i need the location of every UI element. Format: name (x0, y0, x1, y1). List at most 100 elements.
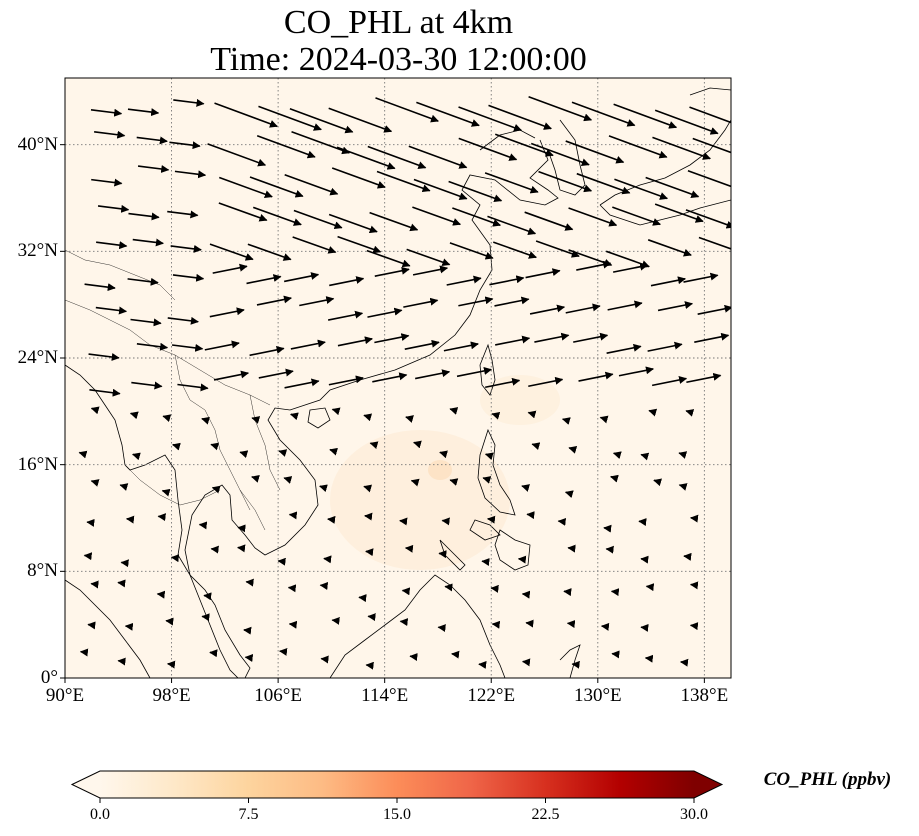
wind-arrow (367, 145, 427, 170)
lon-tick-marks (64, 678, 705, 683)
wind-arrow (494, 133, 554, 157)
wind-arrow (618, 366, 654, 377)
wind-arrow (336, 146, 396, 170)
wind-arrow (614, 178, 668, 200)
wind-arrow (172, 273, 205, 282)
wind-arrow (685, 209, 731, 229)
wind-arrow (170, 244, 202, 253)
wind-arrow (490, 584, 499, 593)
colorbar-tick-label: 7.5 (238, 806, 259, 823)
lat-tick-label: 24°N (17, 347, 58, 368)
wind-arrow (449, 478, 459, 486)
wind-arrow (156, 590, 166, 599)
wind-arrow (406, 248, 451, 267)
wind-arrow (376, 170, 431, 193)
wind-arrow (124, 622, 134, 631)
wind-arrow (366, 249, 411, 268)
wind-arrow (209, 307, 245, 318)
wind-arrow (698, 236, 731, 250)
wind-arrow (567, 544, 576, 553)
wind-arrow (576, 172, 631, 195)
wind-arrow (284, 378, 320, 389)
wind-arrow (484, 452, 494, 461)
wind-arrow (211, 485, 221, 494)
colorbar-tick-label: 15.0 (383, 806, 411, 823)
wind-arrow (299, 296, 335, 307)
wind-arrow (162, 414, 172, 423)
wind-arrow (482, 476, 492, 484)
colorbar-tick-label: 0.0 (90, 806, 110, 823)
wind-arrow (638, 518, 647, 527)
wind-arrow (404, 339, 440, 350)
wind-arrow (212, 263, 248, 274)
coastline-japan (599, 119, 731, 226)
wind-arrow (90, 479, 100, 487)
wind-arrow (399, 618, 409, 627)
wind-arrow (527, 410, 537, 419)
wind-arrow (329, 447, 339, 456)
wind-arrow (174, 170, 207, 179)
coastline-borneo (329, 574, 506, 678)
wind-arrow (323, 555, 332, 564)
wind-arrow (478, 660, 487, 669)
wind-arrow (84, 283, 116, 292)
wind-arrow (694, 332, 730, 343)
wind-arrow (491, 620, 501, 629)
wind-arrow (201, 416, 210, 425)
wind-arrow (127, 277, 159, 286)
wind-arrow (198, 521, 208, 530)
wind-arrow (117, 579, 126, 588)
wind-arrow (612, 206, 661, 226)
wind-arrow (169, 141, 201, 150)
wind-vectors (78, 95, 731, 670)
wind-arrow (486, 515, 496, 524)
wind-arrow (201, 613, 210, 622)
wind-arrow (287, 584, 297, 593)
wind-arrow (331, 407, 341, 416)
wind-arrow (83, 552, 93, 561)
wind-arrow (613, 103, 678, 129)
wind-arrow (487, 215, 537, 235)
wind-arrow (129, 411, 139, 420)
wind-arrow (683, 552, 692, 561)
wind-arrow (607, 300, 643, 311)
wind-arrow (415, 369, 451, 380)
wind-arrow (90, 580, 99, 589)
lon-tick-label: 138°E (680, 685, 729, 706)
wind-arrow (319, 484, 328, 493)
wind-arrow (252, 206, 302, 226)
wind-arrow (529, 304, 566, 315)
wind-arrow (79, 648, 89, 657)
wind-arrow (358, 594, 367, 603)
wind-arrow (203, 592, 212, 601)
map-subtitle: Time: 2024-03-30 12:00:00 (210, 41, 587, 78)
wind-arrow (441, 517, 450, 526)
wind-arrow (136, 342, 169, 351)
wind-arrow (120, 559, 129, 568)
wind-arrow (364, 512, 373, 521)
wind-arrow (90, 108, 123, 117)
wind-arrow (408, 145, 468, 169)
wind-arrow (489, 275, 525, 286)
lon-tick-label: 130°E (573, 685, 622, 706)
lat-tick-label: 0° (40, 667, 58, 688)
wind-arrow (640, 555, 649, 564)
wind-arrow (284, 174, 339, 196)
wind-arrow (337, 336, 373, 347)
map-background (65, 78, 731, 678)
wind-arrow (127, 108, 160, 117)
wind-arrow (256, 295, 292, 306)
wind-arrow (209, 649, 218, 658)
wind-arrow (439, 450, 448, 459)
coastline-taiwan (479, 343, 496, 396)
wind-arrow (610, 588, 620, 597)
wind-arrow (606, 343, 642, 354)
wind-arrow (258, 368, 294, 379)
wind-arrow (449, 242, 494, 260)
wind-arrow (319, 582, 329, 590)
wind-arrow (438, 550, 447, 559)
wind-arrow (283, 476, 293, 484)
wind-arrow (401, 587, 411, 596)
wind-arrow (237, 544, 246, 553)
wind-arrow (689, 622, 699, 631)
